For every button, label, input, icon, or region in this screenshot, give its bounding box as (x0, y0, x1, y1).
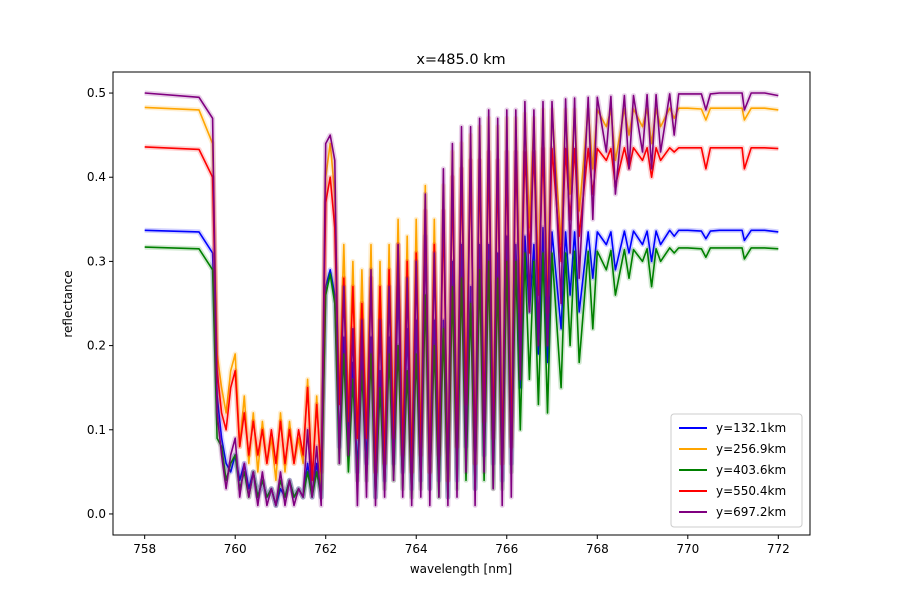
y-tick-label: 0.4 (87, 170, 106, 184)
legend-entry-2: y=256.9km (716, 442, 786, 456)
legend: y=132.1km y=256.9km y=403.6km y=550.4km y=69… (670, 413, 803, 528)
x-axis-label: wavelength [nm] (410, 562, 512, 576)
x-axis: 758 760 762 764 766 768 770 772 (133, 535, 790, 556)
y-tick-label: 0.3 (87, 254, 106, 268)
x-tick-label: 762 (314, 542, 337, 556)
x-tick-label: 768 (586, 542, 609, 556)
y-tick-label: 0.0 (87, 507, 106, 521)
x-tick-label: 766 (495, 542, 518, 556)
legend-entry-1: y=132.1km (716, 421, 786, 435)
x-tick-label: 764 (405, 542, 428, 556)
x-tick-label: 772 (767, 542, 790, 556)
plot-frame (112, 71, 811, 536)
y-tick-label: 0.1 (87, 423, 106, 437)
x-tick-label: 760 (224, 542, 247, 556)
x-tick-label: 758 (133, 542, 156, 556)
plot-lines (144, 90, 779, 508)
y-axis-label: reflectance (61, 270, 75, 337)
legend-entry-4: y=550.4km (716, 484, 786, 498)
y-tick-label: 0.2 (87, 339, 106, 353)
series-line-3 (144, 246, 779, 507)
legend-entry-5: y=697.2km (716, 505, 786, 519)
y-tick-label: 0.5 (87, 86, 106, 100)
legend-box (670, 413, 803, 528)
legend-entry-3: y=403.6km (716, 463, 786, 477)
y-axis: 0.0 0.1 0.2 0.3 0.4 0.5 (87, 86, 113, 521)
series-line-5 (144, 92, 779, 507)
x-tick-label: 770 (676, 542, 699, 556)
chart-title: x=485.0 km (416, 52, 505, 68)
